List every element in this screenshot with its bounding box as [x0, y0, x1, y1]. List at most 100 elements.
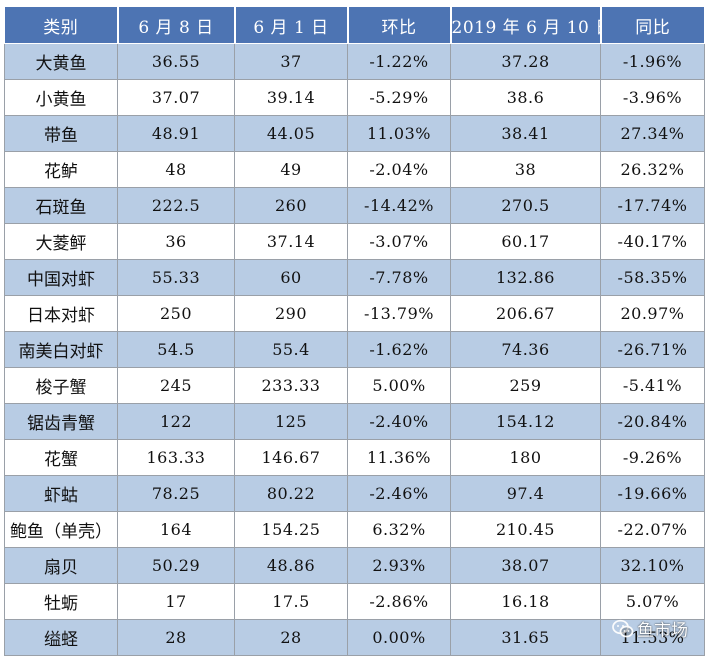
- wechat-icon: [612, 619, 634, 639]
- table-row: 牡蛎 17 17.5 -2.86% 16.18 5.07%: [4, 583, 705, 620]
- cell-price-2019-jun-10: 180: [450, 439, 601, 476]
- cell-year-over-year: -58.35%: [600, 259, 705, 296]
- cell-price-2019-jun-10: 259: [450, 367, 601, 404]
- cell-price-2019-jun-10: 154.12: [450, 403, 601, 440]
- cell-week-over-week: -13.79%: [347, 295, 451, 332]
- cell-category: 小黄鱼: [4, 79, 118, 116]
- cell-year-over-year: 26.32%: [600, 151, 705, 188]
- cell-category: 梭子蟹: [4, 367, 118, 404]
- cell-price-2019-jun-10: 97.4: [450, 475, 601, 512]
- table-row: 带鱼 48.91 44.05 11.03% 38.41 27.34%: [4, 115, 705, 152]
- cell-price-2019-jun-10: 31.65: [450, 619, 601, 656]
- cell-week-over-week: -7.78%: [347, 259, 451, 296]
- header-date-jun-8: 6 月 8 日: [116, 6, 235, 44]
- cell-price-2019-jun-10: 38.41: [450, 115, 601, 152]
- cell-week-over-week: -2.04%: [347, 151, 451, 188]
- cell-price-2019-jun-10: 16.18: [450, 583, 601, 620]
- cell-price-jun-1: 17.5: [234, 583, 348, 620]
- cell-price-jun-8: 78.25: [117, 475, 235, 512]
- table-row: 大黄鱼 36.55 37 -1.22% 37.28 -1.96%: [4, 43, 705, 80]
- cell-category: 大菱鲆: [4, 223, 118, 260]
- table-row: 花鲈 48 49 -2.04% 38 26.32%: [4, 151, 705, 188]
- cell-week-over-week: -3.07%: [347, 223, 451, 260]
- cell-category: 花蟹: [4, 439, 118, 476]
- cell-price-jun-1: 290: [234, 295, 348, 332]
- watermark: 鱼市场: [612, 616, 688, 641]
- cell-category: 鲍鱼（单壳）: [4, 511, 118, 548]
- cell-week-over-week: -2.46%: [347, 475, 451, 512]
- cell-price-2019-jun-10: 132.86: [450, 259, 601, 296]
- cell-price-2019-jun-10: 74.36: [450, 331, 601, 368]
- cell-price-jun-1: 49: [234, 151, 348, 188]
- cell-category: 中国对虾: [4, 259, 118, 296]
- cell-year-over-year: 20.97%: [600, 295, 705, 332]
- cell-price-jun-1: 55.4: [234, 331, 348, 368]
- cell-price-jun-8: 50.29: [117, 547, 235, 584]
- cell-price-2019-jun-10: 206.67: [450, 295, 601, 332]
- cell-category: 日本对虾: [4, 295, 118, 332]
- cell-year-over-year: -9.26%: [600, 439, 705, 476]
- table-row: 扇贝 50.29 48.86 2.93% 38.07 32.10%: [4, 547, 705, 584]
- watermark-label: 鱼市场: [637, 621, 688, 641]
- cell-price-jun-1: 44.05: [234, 115, 348, 152]
- cell-week-over-week: -2.86%: [347, 583, 451, 620]
- cell-week-over-week: 0.00%: [347, 619, 451, 656]
- header-year-over-year: 同比: [599, 6, 705, 44]
- cell-price-jun-8: 36.55: [117, 43, 235, 80]
- cell-week-over-week: -2.40%: [347, 403, 451, 440]
- header-date-jun-1: 6 月 1 日: [233, 6, 348, 44]
- table-row: 梭子蟹 245 233.33 5.00% 259 -5.41%: [4, 367, 705, 404]
- cell-category: 虾蛄: [4, 475, 118, 512]
- cell-price-jun-1: 28: [234, 619, 348, 656]
- cell-price-jun-1: 154.25: [234, 511, 348, 548]
- cell-price-jun-8: 55.33: [117, 259, 235, 296]
- cell-year-over-year: 5.07%: [600, 583, 705, 620]
- cell-price-2019-jun-10: 38.6: [450, 79, 601, 116]
- header-date-2019-jun-10: 2019 年 6 月 10 日: [449, 6, 601, 44]
- header-week-over-week: 环比: [346, 6, 451, 44]
- cell-category: 石斑鱼: [4, 187, 118, 224]
- table-row: 大菱鲆 36 37.14 -3.07% 60.17 -40.17%: [4, 223, 705, 260]
- cell-price-jun-1: 60: [234, 259, 348, 296]
- cell-week-over-week: 6.32%: [347, 511, 451, 548]
- cell-category: 大黄鱼: [4, 43, 118, 80]
- cell-price-jun-8: 37.07: [117, 79, 235, 116]
- header-row: 类别 6 月 8 日 6 月 1 日 环比 2019 年 6 月 10 日 同比: [4, 6, 705, 44]
- cell-price-jun-8: 28: [117, 619, 235, 656]
- cell-price-2019-jun-10: 210.45: [450, 511, 601, 548]
- cell-year-over-year: -3.96%: [600, 79, 705, 116]
- cell-year-over-year: 32.10%: [600, 547, 705, 584]
- cell-week-over-week: 5.00%: [347, 367, 451, 404]
- table-row: 鲍鱼（单壳） 164 154.25 6.32% 210.45 -22.07%: [4, 511, 705, 548]
- cell-price-jun-8: 164: [117, 511, 235, 548]
- cell-category: 扇贝: [4, 547, 118, 584]
- table-row: 石斑鱼 222.5 260 -14.42% 270.5 -17.74%: [4, 187, 705, 224]
- cell-week-over-week: 11.03%: [347, 115, 451, 152]
- cell-category: 缢蛏: [4, 619, 118, 656]
- cell-price-2019-jun-10: 37.28: [450, 43, 601, 80]
- table-row: 缢蛏 28 28 0.00% 31.65 11.53%: [4, 619, 705, 656]
- cell-price-jun-8: 163.33: [117, 439, 235, 476]
- table-row: 小黄鱼 37.07 39.14 -5.29% 38.6 -3.96%: [4, 79, 705, 116]
- cell-price-jun-8: 54.5: [117, 331, 235, 368]
- cell-price-jun-8: 36: [117, 223, 235, 260]
- cell-price-jun-8: 122: [117, 403, 235, 440]
- cell-price-2019-jun-10: 60.17: [450, 223, 601, 260]
- cell-price-jun-1: 37.14: [234, 223, 348, 260]
- cell-price-2019-jun-10: 270.5: [450, 187, 601, 224]
- cell-week-over-week: 2.93%: [347, 547, 451, 584]
- cell-year-over-year: -26.71%: [600, 331, 705, 368]
- cell-category: 南美白对虾: [4, 331, 118, 368]
- cell-year-over-year: -40.17%: [600, 223, 705, 260]
- cell-price-jun-8: 250: [117, 295, 235, 332]
- cell-category: 花鲈: [4, 151, 118, 188]
- cell-price-jun-1: 260: [234, 187, 348, 224]
- cell-price-jun-1: 233.33: [234, 367, 348, 404]
- cell-category: 锯齿青蟹: [4, 403, 118, 440]
- header-category: 类别: [4, 6, 118, 44]
- cell-year-over-year: -5.41%: [600, 367, 705, 404]
- cell-year-over-year: -17.74%: [600, 187, 705, 224]
- cell-week-over-week: 11.36%: [347, 439, 451, 476]
- table-row: 日本对虾 250 290 -13.79% 206.67 20.97%: [4, 295, 705, 332]
- cell-week-over-week: -1.62%: [347, 331, 451, 368]
